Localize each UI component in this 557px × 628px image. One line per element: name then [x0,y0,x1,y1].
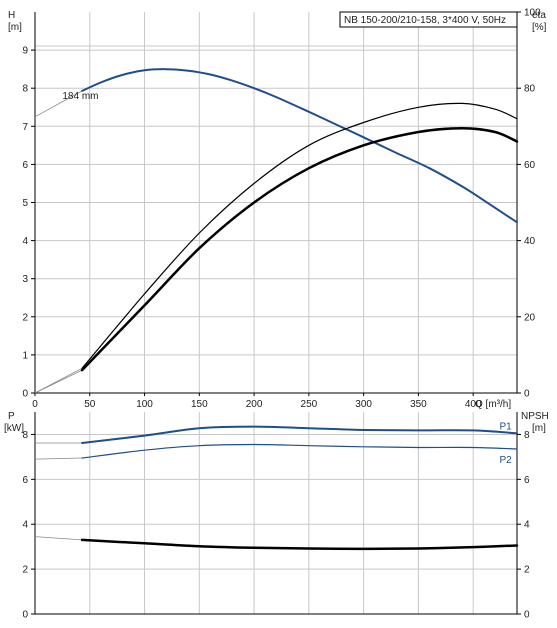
panel1-left-tick-label: 6 [22,160,28,171]
panel1-left-tick-label: 2 [22,312,28,323]
head-axis-unit: [m] [8,22,22,33]
panel2-series-3-extension [34,536,83,541]
panel2-right-tick-label: 8 [524,430,530,441]
panel1-left-tick-label: 9 [22,46,28,57]
panel1-series-1-line [81,68,518,224]
panel1-left-tick-label: 0 [22,389,28,400]
power-axis-label: P [8,411,15,422]
panel1-series-2-line [81,102,518,369]
x-tick-label: 350 [410,399,427,410]
panel2-left-tick-label: 4 [22,520,28,531]
panel1-left-tick-label: 1 [22,350,28,361]
panel2-left-tick-label: 2 [22,565,28,576]
panel1-right-tick-label: 0 [524,389,530,400]
chart-title: NB 150-200/210-158, 3*400 V, 50Hz [344,15,506,26]
panel1-left-tick-label: 5 [22,198,28,209]
x-tick-label: 100 [136,399,153,410]
head-axis-label: H [8,10,15,21]
panel1-series-3-extension [34,369,83,394]
x-tick-label: 50 [84,399,96,410]
panel2-right-tick-label: 0 [524,610,530,621]
panel2-left-tick-label: 8 [22,430,28,441]
panel1-right-tick-label: 100 [524,8,541,19]
panel1-right-tick-label: 40 [524,236,536,247]
p1-curve-label: P1 [499,421,512,432]
panel2-series-3-line [80,538,519,551]
x-tick-label: 0 [32,399,38,410]
panel1-series-3-line [80,126,519,372]
x-tick-label: 400 [465,399,482,410]
panel2-right-tick-label: 2 [524,565,530,576]
eta-axis-unit: [%] [532,22,547,33]
panel1-right-tick-label: 60 [524,160,536,171]
panel2-series-2-line [81,443,518,459]
x-tick-label: 200 [246,399,263,410]
x-tick-label: 250 [301,399,318,410]
x-tick-label: 150 [191,399,208,410]
panel1-right-tick-label: 80 [524,84,536,95]
panel1-left-tick-label: 8 [22,84,28,95]
chart-title-box [339,11,518,28]
panel1-right-tick-label: 20 [524,312,536,323]
panel2-left-tick-label: 0 [22,610,28,621]
panel1-left-tick-label: 7 [22,122,28,133]
x-tick-label: 300 [355,399,372,410]
panel1-left-tick-label: 4 [22,236,28,247]
panel1-series-1-extension [34,90,83,118]
panel2-right-tick-label: 6 [524,475,530,486]
p2-curve-label: P2 [499,455,512,466]
npsh-axis-label: NPSH [521,411,549,422]
x-axis-label: Q [m³/h] [475,399,511,410]
npsh-axis-unit: [m] [532,423,546,434]
impeller-diameter-label: 184 mm [62,91,98,102]
panel2-right-tick-label: 4 [524,520,530,531]
panel1-left-tick-label: 3 [22,274,28,285]
panel2-left-tick-label: 6 [22,475,28,486]
power-axis-unit: [kW] [4,423,24,434]
panel2-series-1-line [81,425,518,444]
eta-axis-label: eta [532,10,546,21]
panel2-series-2-extension [34,457,83,460]
